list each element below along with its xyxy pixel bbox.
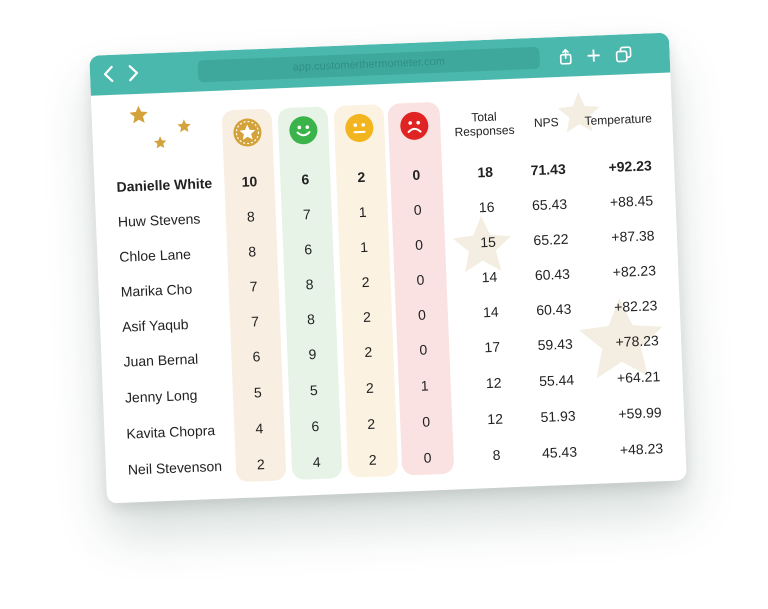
temperature-value: +92.23: [608, 157, 653, 176]
header-total-responses: Total Responses: [454, 109, 515, 140]
row-name: Huw Stevens: [117, 210, 201, 230]
red-count: 0: [417, 306, 427, 323]
temperature-value: +88.45: [609, 192, 654, 211]
total-responses: 16: [478, 198, 495, 216]
green-count: 9: [308, 345, 317, 363]
green-count: 8: [305, 276, 314, 293]
neutral-face-icon: [345, 114, 374, 143]
nps-value: 59.43: [537, 335, 574, 354]
green-count: 6: [311, 417, 320, 435]
red-count: 0: [412, 166, 421, 183]
total-responses: 15: [479, 233, 497, 251]
amber-count: 2: [367, 415, 376, 432]
browser-toolbar: app.customerthermometer.com: [89, 32, 671, 96]
total-responses: 8: [492, 446, 501, 463]
gold-count: 7: [249, 278, 258, 295]
temperature-value: +59.99: [618, 404, 662, 422]
forward-arrow-icon[interactable]: [124, 62, 143, 85]
row-name: Danielle White: [116, 174, 213, 195]
nps-value: 65.22: [533, 230, 569, 249]
amber-count: 2: [364, 343, 373, 361]
amber-count: 2: [361, 273, 370, 291]
tabs-overview-icon[interactable]: [613, 44, 634, 65]
red-count: 1: [420, 377, 429, 394]
red-count: 0: [421, 413, 431, 430]
temperature-value: +78.23: [615, 332, 660, 350]
amber-count: 2: [362, 308, 372, 326]
temperature-value: +48.23: [619, 440, 664, 458]
star-watermark-icon: [557, 92, 600, 133]
row-name: Chloe Lane: [119, 245, 192, 265]
total-responses: 12: [487, 410, 504, 428]
total-responses: 17: [484, 338, 501, 356]
happy-face-icon: [289, 116, 318, 145]
nps-value: 71.43: [530, 160, 566, 179]
row-name: Asif Yaqub: [121, 316, 189, 335]
star-decoration-icon: [153, 136, 167, 149]
amber-count: 1: [359, 238, 369, 256]
temperature-value: +82.23: [612, 262, 657, 280]
star-decoration-icon: [177, 119, 191, 133]
red-count: 0: [416, 271, 425, 288]
gold-count: 5: [253, 384, 263, 401]
gold-count: 7: [250, 313, 260, 330]
red-count: 0: [414, 236, 424, 253]
sad-face-icon: [400, 111, 429, 140]
address-bar[interactable]: app.customerthermometer.com: [197, 46, 541, 83]
amber-count: 2: [365, 379, 375, 396]
nps-value: 60.43: [535, 300, 572, 319]
row-name: Juan Bernal: [123, 350, 199, 370]
temperature-value: +64.21: [616, 368, 661, 386]
total-responses: 14: [481, 268, 498, 286]
nps-value: 51.93: [540, 407, 576, 425]
green-count: 8: [306, 310, 316, 328]
share-icon[interactable]: [555, 46, 576, 67]
row-name: Kavita Chopra: [126, 422, 216, 442]
nps-value: 65.43: [531, 195, 568, 214]
star-watermark-icon: [452, 216, 511, 273]
total-responses: 12: [485, 374, 502, 392]
new-tab-icon[interactable]: [583, 45, 604, 66]
temperature-value: +82.23: [613, 297, 658, 315]
amber-count: 1: [358, 203, 367, 221]
header-temperature: Temperature: [584, 111, 653, 128]
temperature-value: +87.38: [611, 227, 655, 246]
star-decoration-icon: [129, 105, 148, 124]
row-name: Marika Cho: [120, 280, 193, 300]
nps-value: 55.44: [538, 371, 575, 390]
row-name: Neil Stevenson: [127, 457, 223, 478]
gold-count: 4: [255, 420, 264, 437]
amber-count: 2: [357, 168, 366, 186]
red-count: 0: [423, 449, 432, 466]
star-badge-icon: [233, 118, 262, 147]
total-responses: 18: [477, 163, 494, 181]
star-watermark-icon: [578, 298, 663, 379]
amber-count: 2: [368, 451, 377, 468]
red-count: 0: [413, 201, 422, 218]
gold-count: 6: [252, 348, 261, 365]
green-count: 6: [303, 241, 313, 258]
row-name: Jenny Long: [124, 386, 198, 406]
app-window: app.customerthermometer.com: [89, 32, 687, 504]
green-count: 7: [302, 206, 311, 223]
green-count: 5: [309, 381, 319, 399]
back-arrow-icon[interactable]: [100, 63, 119, 86]
total-responses: 14: [482, 303, 499, 321]
green-count: 6: [301, 171, 310, 188]
gold-count: 8: [246, 208, 256, 225]
gold-count: 8: [248, 243, 257, 260]
nps-value: 45.43: [541, 443, 578, 461]
red-count: 0: [419, 341, 428, 358]
nps-value: 60.43: [534, 265, 571, 284]
green-count: 4: [312, 453, 321, 471]
gold-count: 2: [256, 456, 265, 473]
gold-count: 10: [241, 173, 258, 190]
